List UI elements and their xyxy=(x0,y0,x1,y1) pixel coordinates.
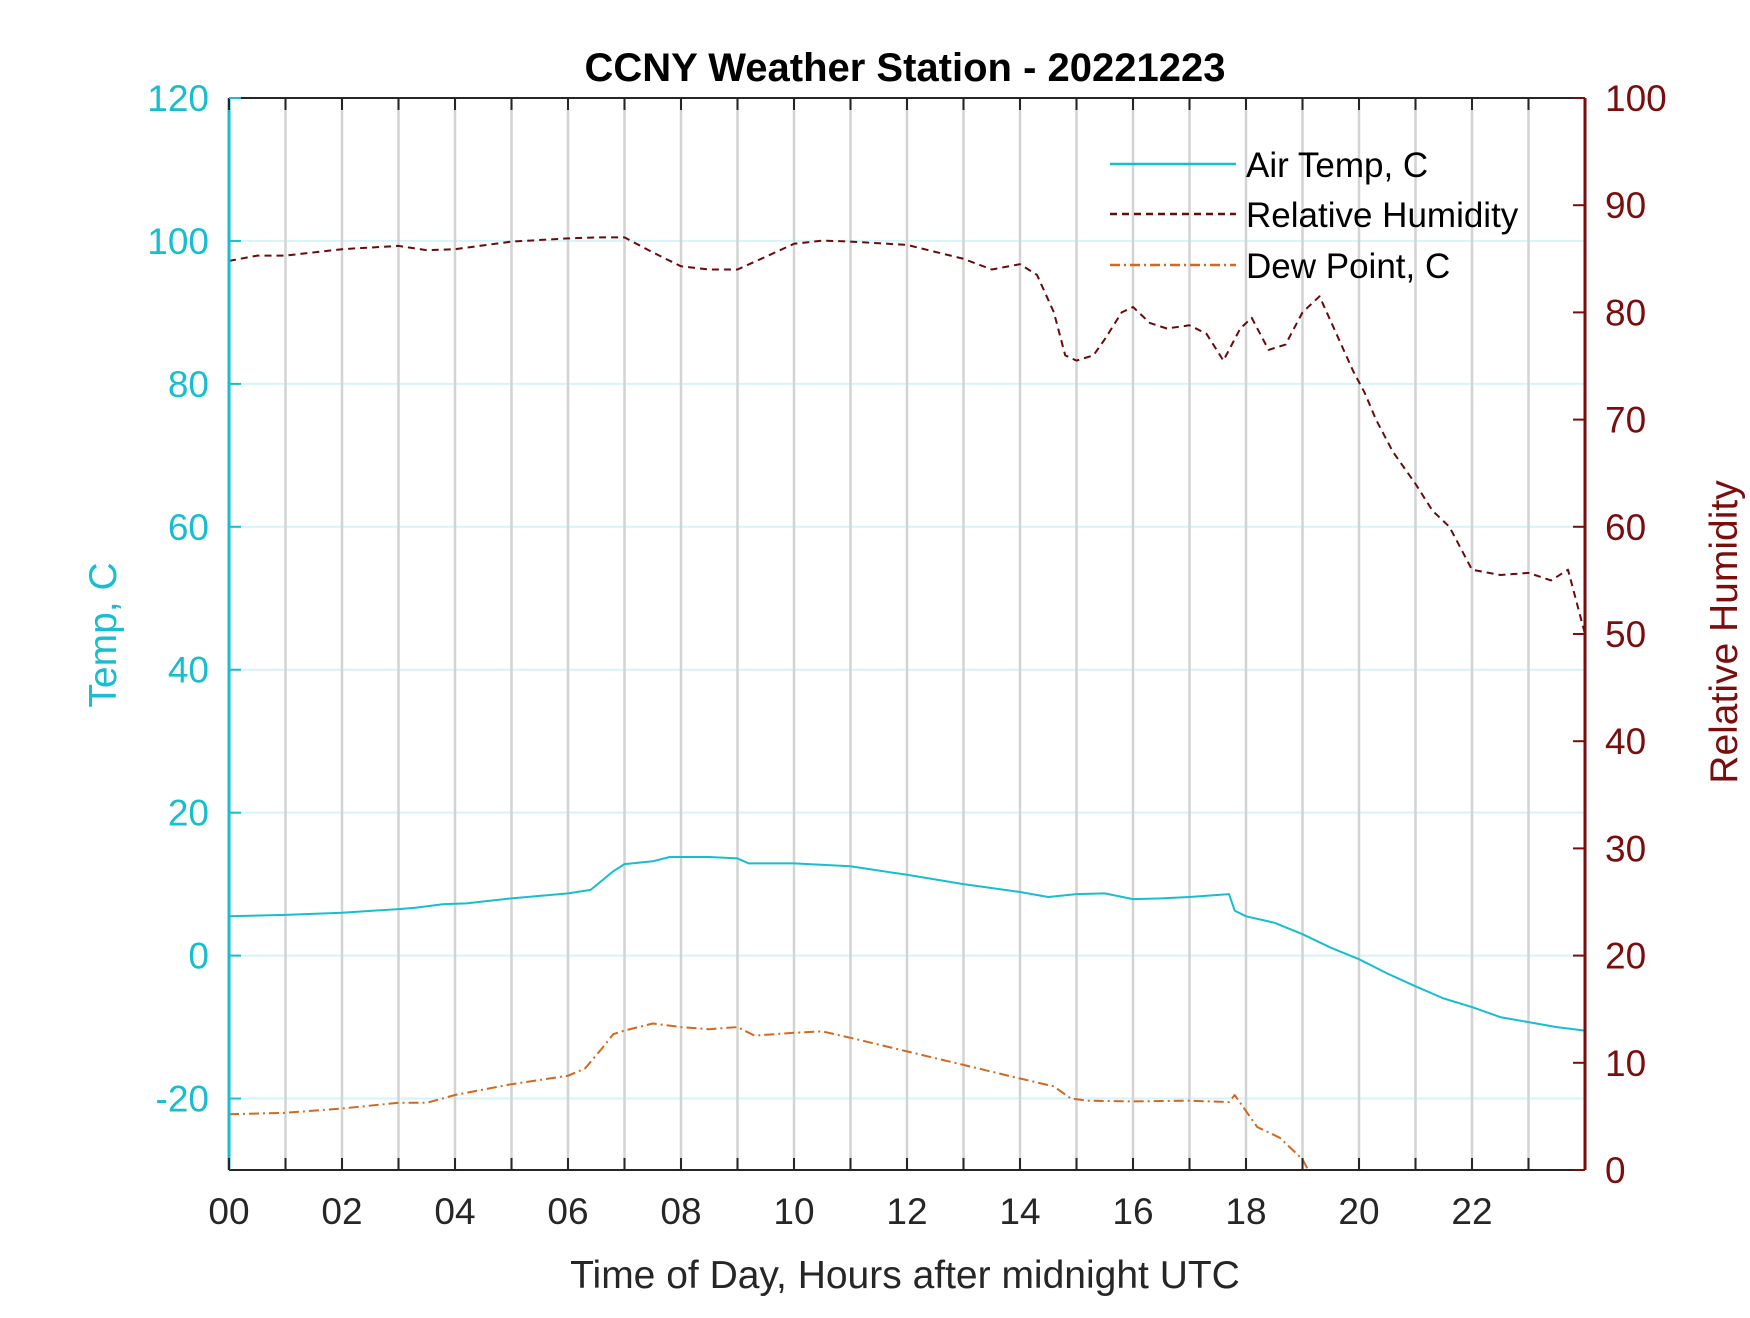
y-left-tick-label: 120 xyxy=(147,78,209,119)
x-tick-label: 10 xyxy=(773,1191,814,1232)
y-right-tick-label: 80 xyxy=(1605,292,1646,333)
y-axis-right-label: Relative Humidity xyxy=(1703,480,1746,784)
y-right-tick-label: 60 xyxy=(1605,507,1646,548)
y-right-tick-label: 30 xyxy=(1605,828,1646,869)
y-left-tick-label: 100 xyxy=(147,221,209,262)
y-right-tick-label: 50 xyxy=(1605,614,1646,655)
y-left-tick-label: 40 xyxy=(168,650,209,691)
y-left-tick-label: 80 xyxy=(168,364,209,405)
series-line-air-temp-c xyxy=(228,856,1586,1032)
y-right-tick-label: 70 xyxy=(1605,400,1646,441)
axes-layer: 00 02 04 06 08 10 12 14 16 18 20 22-200204060801001… xyxy=(147,78,1666,1232)
series-layer xyxy=(228,236,1586,1171)
legend-label: Dew Point, C xyxy=(1246,247,1450,286)
x-tick-label: 08 xyxy=(660,1191,701,1232)
x-tick-label: 14 xyxy=(999,1191,1040,1232)
y-left-tick-label: 0 xyxy=(188,936,209,977)
series-line-relative-humidity xyxy=(228,236,1586,635)
legend: Air Temp, C Relative Humidity Dew Point, C xyxy=(1110,146,1519,286)
y-right-tick-label: 40 xyxy=(1605,721,1646,762)
grid-layer xyxy=(229,97,1585,1170)
x-axis-label: Time of Day, Hours after midnight UTC xyxy=(570,1254,1240,1297)
chart-title: CCNY Weather Station - 20221223 xyxy=(585,46,1226,90)
x-tick-label: 22 xyxy=(1451,1191,1492,1232)
x-tick-label: 18 xyxy=(1225,1191,1266,1232)
y-right-tick-label: 0 xyxy=(1605,1150,1626,1191)
legend-label: Air Temp, C xyxy=(1246,146,1428,185)
y-left-tick-label: -20 xyxy=(156,1079,209,1120)
x-tick-label: 04 xyxy=(434,1191,475,1232)
y-right-tick-label: 10 xyxy=(1605,1043,1646,1084)
x-tick-label: 16 xyxy=(1112,1191,1153,1232)
x-tick-label: 20 xyxy=(1338,1191,1379,1232)
y-right-tick-label: 90 xyxy=(1605,185,1646,226)
x-tick-label: 00 xyxy=(208,1191,249,1232)
x-tick-label: 06 xyxy=(547,1191,588,1232)
y-right-tick-label: 20 xyxy=(1605,936,1646,977)
x-tick-label: 02 xyxy=(321,1191,362,1232)
x-tick-label: 12 xyxy=(886,1191,927,1232)
legend-label: Relative Humidity xyxy=(1246,196,1519,235)
y-left-tick-label: 20 xyxy=(168,793,209,834)
y-axis-left-label: Temp, C xyxy=(82,562,125,707)
series-line-dew-point-c xyxy=(228,1022,1310,1171)
y-right-tick-label: 100 xyxy=(1605,78,1667,119)
y-left-tick-label: 60 xyxy=(168,507,209,548)
